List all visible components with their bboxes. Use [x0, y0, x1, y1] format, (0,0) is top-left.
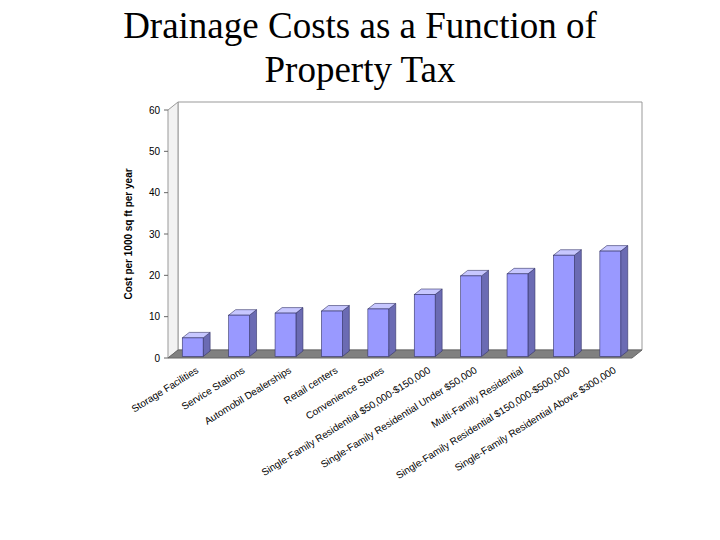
bar-side: [435, 289, 442, 357]
bar-top: [553, 250, 581, 256]
bar-front: [321, 311, 342, 356]
bar-top: [229, 310, 257, 316]
x-tick-label: Convenience Stores: [304, 364, 386, 421]
bars: [182, 246, 627, 357]
bar: [507, 268, 535, 356]
side-wall: [168, 102, 178, 358]
bar-top: [321, 306, 349, 312]
bar-top: [414, 289, 442, 295]
bar: [368, 303, 396, 356]
x-tick-label: Single-Family Residential $150,000-$500,…: [394, 364, 572, 481]
bar-front: [229, 315, 250, 356]
bar: [461, 270, 489, 356]
bar: [600, 246, 628, 357]
y-tick: [164, 110, 168, 111]
bar: [321, 306, 349, 357]
bar-side: [389, 303, 396, 356]
y-tick-label: 40: [149, 187, 161, 198]
bar-front: [182, 338, 203, 357]
bar-top: [275, 308, 303, 314]
bar: [414, 289, 442, 357]
y-tick-label: 30: [149, 229, 161, 240]
y-tick-label: 10: [149, 311, 161, 322]
bar-front: [461, 276, 482, 357]
y-tick: [164, 316, 168, 317]
bar-top: [461, 270, 489, 276]
y-tick-label: 0: [154, 353, 160, 364]
y-tick: [164, 275, 168, 276]
bar: [553, 250, 581, 357]
bar-front: [600, 251, 621, 356]
bar-front: [507, 274, 528, 357]
bar-front: [414, 295, 435, 357]
y-tick-label: 20: [149, 270, 161, 281]
bar-top: [368, 303, 396, 309]
chart: 0 10 20 30 40 50 60 Cost per 1000 sq ft per yea…: [0, 0, 720, 540]
y-tick: [164, 151, 168, 152]
bar-top: [600, 246, 628, 252]
bar-front: [275, 313, 296, 356]
bar: [229, 310, 257, 357]
y-tick-label: 60: [149, 105, 161, 116]
bar-side: [574, 250, 581, 357]
y-tick: [164, 192, 168, 193]
y-tick-label: 50: [149, 146, 161, 157]
bar-side: [296, 308, 303, 357]
x-tick-label: Automobil Dealerships: [202, 364, 293, 426]
title: Drainage Costs as a Function of Property…: [90, 4, 630, 92]
x-tick-label: Single-Family Residential $50,000-$150,0…: [260, 364, 433, 478]
bar-side: [250, 310, 257, 357]
bar-side: [621, 246, 628, 357]
bar: [275, 308, 303, 357]
bar-front: [368, 309, 389, 357]
bar-top: [507, 268, 535, 274]
y-tick: [164, 358, 168, 359]
x-tick-label: Single-Family Residential Above $300,000: [453, 364, 619, 473]
bar: [182, 332, 210, 356]
bar-side: [528, 268, 535, 356]
y-tick: [164, 234, 168, 235]
bar-front: [553, 255, 574, 356]
bar-top: [182, 332, 210, 338]
bar-side: [342, 306, 349, 357]
bar-side: [482, 270, 489, 356]
y-axis-label: Cost per 1000 sq ft per year: [123, 168, 134, 299]
